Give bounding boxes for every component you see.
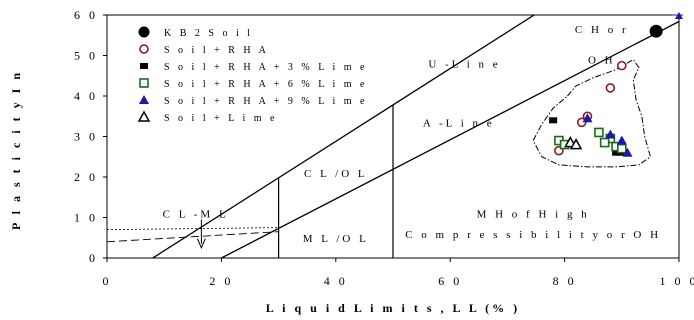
data-point bbox=[605, 129, 616, 139]
legend-marker bbox=[139, 78, 149, 88]
pi4-line bbox=[106, 231, 279, 243]
region-label: C L -M L bbox=[163, 209, 229, 221]
y-tick-label: 5 0 bbox=[74, 49, 98, 63]
x-axis-title: L i q u i d L i m i t s , L L (% ) bbox=[266, 301, 520, 315]
legend-marker bbox=[140, 63, 148, 69]
pi7-line bbox=[106, 227, 279, 231]
data-points bbox=[549, 12, 683, 157]
y-tick-label: 6 0 bbox=[74, 8, 98, 22]
data-point bbox=[569, 138, 583, 150]
a-line bbox=[221, 20, 679, 258]
region-label: C o m p r e s s i b i l i t y o r O H bbox=[405, 229, 661, 241]
y-tick-label: 2 0 bbox=[74, 170, 98, 184]
region-label: M L /O L bbox=[303, 233, 369, 245]
legend-marker bbox=[139, 44, 149, 54]
region-label: U -L i n e bbox=[428, 59, 500, 71]
data-point bbox=[599, 137, 610, 148]
data-point bbox=[594, 127, 604, 138]
clipped-lines bbox=[152, 15, 679, 258]
x-tick-label: 1 0 0 bbox=[660, 274, 694, 288]
data-point bbox=[649, 24, 663, 38]
u-line bbox=[152, 15, 536, 258]
legend-label: S o i l + R H A + 6 % L i m e bbox=[164, 79, 367, 90]
x-tick-label: 4 0 bbox=[324, 274, 348, 288]
data-point bbox=[605, 83, 616, 93]
legend: K B 2 S o i l S o i l + R H A S o i l + R … bbox=[137, 26, 367, 124]
region-label: A -L i n e bbox=[423, 117, 495, 129]
legend-label: S o i l + L i m e bbox=[164, 113, 278, 124]
legend-marker bbox=[137, 110, 151, 122]
data-point bbox=[616, 143, 627, 154]
legend-label: S o i l + R H A + 3 % L i m e bbox=[164, 62, 367, 73]
legend-label: S o i l + R H A bbox=[164, 45, 269, 56]
arrow-head bbox=[196, 238, 206, 250]
data-point bbox=[582, 113, 593, 123]
region-label: C H o r bbox=[575, 24, 629, 36]
data-envelope bbox=[532, 58, 651, 168]
axis-ticks: 0 2 0 4 0 6 0 8 0 1 0 0 0 1 0 2 0 3 0 4 0 5 0 6 0 bbox=[74, 8, 694, 288]
y-tick-label: 1 0 bbox=[74, 211, 98, 225]
x-tick-label: 2 0 bbox=[209, 274, 233, 288]
data-point bbox=[612, 149, 621, 156]
legend-label: K B 2 S o i l bbox=[164, 28, 253, 39]
y-tick-label: 4 0 bbox=[74, 89, 98, 103]
y-tick-label: 3 0 bbox=[74, 130, 98, 144]
x-tick-label: 6 0 bbox=[438, 274, 462, 288]
legend-label: S o i l + R H A + 9 % L i m e bbox=[164, 96, 367, 107]
legend-marker bbox=[139, 95, 149, 104]
region-label: O H bbox=[588, 55, 616, 67]
region-label: C L /O L bbox=[304, 168, 368, 180]
y-axis-title: P l a s t i c i t y I n bbox=[9, 70, 23, 230]
x-tick-label: 8 0 bbox=[553, 274, 577, 288]
data-point bbox=[616, 60, 627, 71]
x-tick-label: 0 bbox=[103, 274, 112, 288]
region-labels: C H o r O H U -L i n e A -L i n e C L /O L C … bbox=[163, 24, 661, 245]
legend-marker bbox=[138, 26, 150, 38]
data-point bbox=[622, 147, 633, 157]
y-tick-label: 0 bbox=[89, 251, 98, 265]
data-point bbox=[616, 135, 627, 145]
region-label: M H o f H i g h bbox=[477, 209, 590, 221]
data-point bbox=[549, 117, 558, 124]
